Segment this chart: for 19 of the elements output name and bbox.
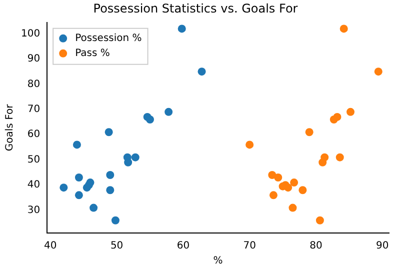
y-tick-label: 90 bbox=[27, 54, 40, 65]
x-tick-label: 40 bbox=[44, 240, 57, 252]
legend-label: Possession % bbox=[75, 32, 142, 44]
y-axis-title: Goals For bbox=[4, 103, 16, 152]
y-tick-label: 40 bbox=[27, 180, 40, 191]
y-tick-label: 30 bbox=[27, 204, 40, 216]
x-tick-label: 60 bbox=[176, 240, 190, 252]
x-tick-label: 70 bbox=[243, 240, 256, 252]
x-tick-label: 90 bbox=[376, 240, 389, 252]
legend-label: Pass % bbox=[75, 48, 110, 59]
y-tick-label: 50 bbox=[27, 154, 40, 166]
x-axis-title: % bbox=[213, 256, 223, 267]
y-tick-label: 100 bbox=[20, 28, 40, 40]
y-tick-label: 70 bbox=[27, 104, 40, 116]
y-tick-label: 80 bbox=[27, 78, 40, 90]
chart-title: Possession Statistics vs. Goals For bbox=[93, 1, 298, 16]
y-tick-label: 60 bbox=[27, 129, 40, 140]
x-tick-label: 50 bbox=[110, 240, 124, 252]
x-tick-label: 80 bbox=[310, 240, 322, 252]
